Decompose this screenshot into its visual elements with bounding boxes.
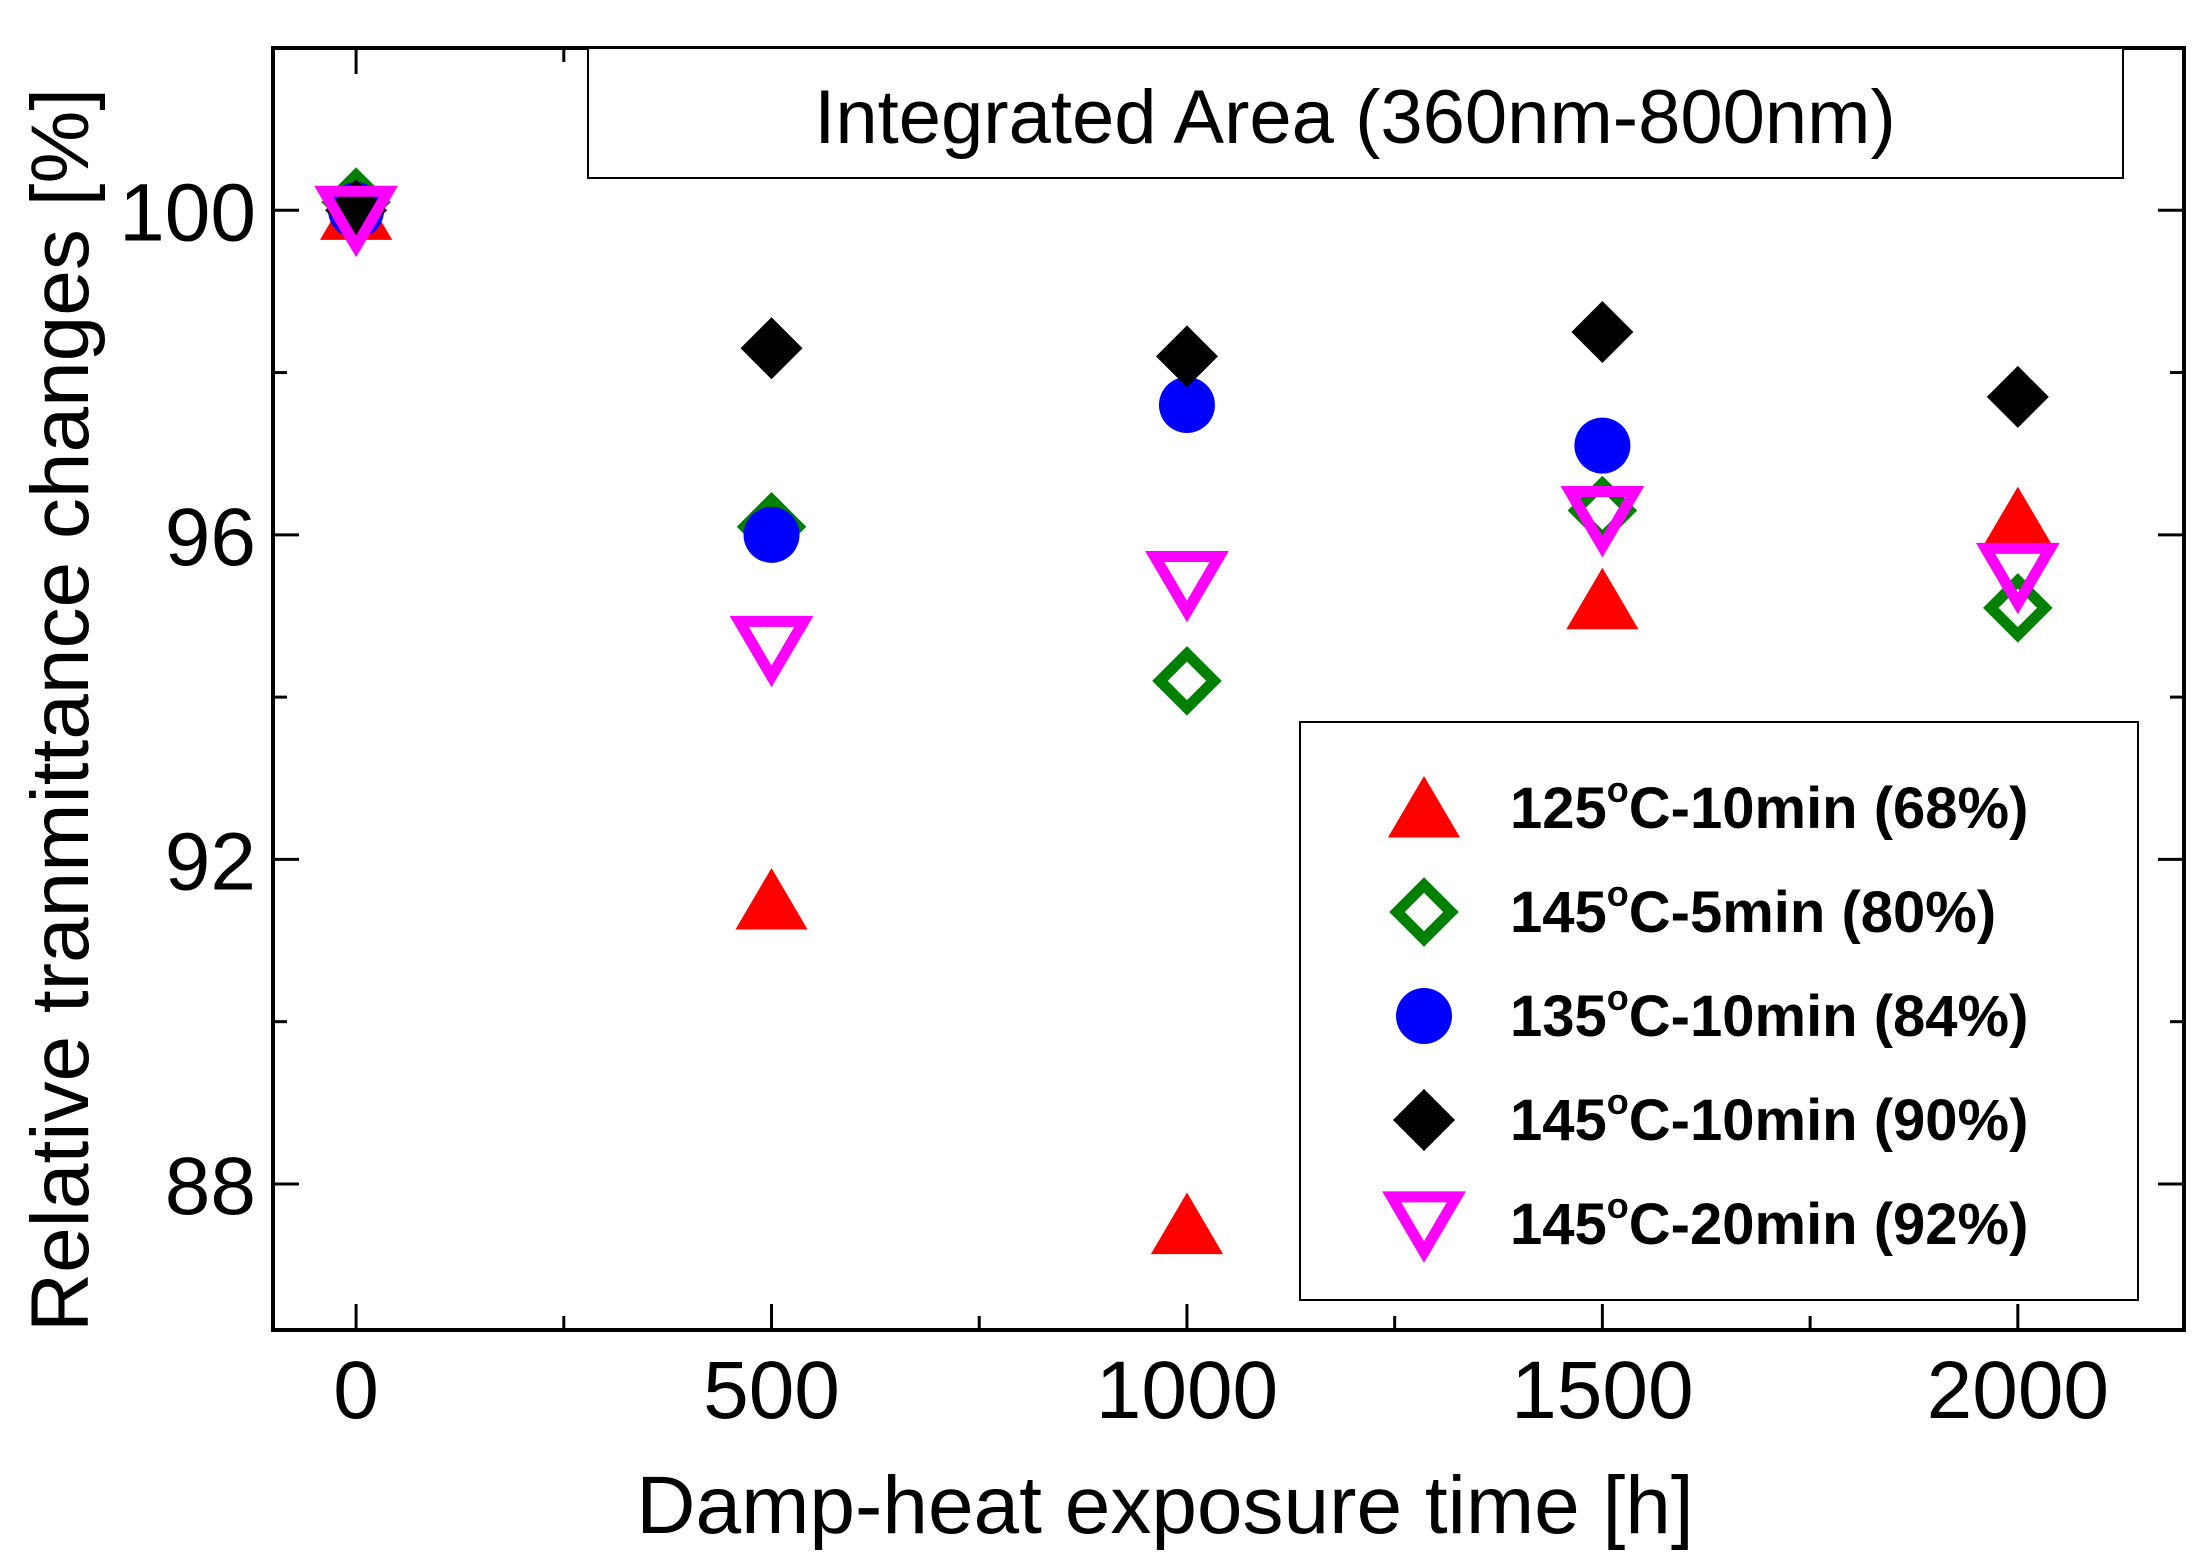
data-point (314, 185, 398, 258)
y-tick-label: 100 (119, 167, 256, 258)
data-point (743, 506, 800, 563)
legend-label: 145oC-5min (80%) (1510, 873, 1996, 945)
data-point (1150, 1192, 1224, 1255)
data-point (1986, 365, 2049, 428)
axis-tick-labels: 0 500 1000 1500 2000 88 92 96 100 (119, 167, 2109, 1436)
chart-title: Integrated Area (360nm-800nm) (814, 75, 1896, 160)
data-point (1145, 550, 1229, 623)
y-tick-label: 92 (165, 816, 256, 907)
legend-label: 125oC-10min (68%) (1510, 769, 2028, 841)
legend-marker (1389, 877, 1459, 947)
legend-marker (1387, 776, 1461, 838)
data-point (1981, 486, 2054, 549)
data-point (1560, 486, 1645, 558)
data-point (1975, 542, 2060, 615)
data-point (740, 317, 803, 380)
legend-marker (1382, 1191, 1466, 1263)
legend-marker (1396, 988, 1452, 1044)
data-point (1158, 377, 1215, 434)
data-point (1155, 325, 1218, 388)
legend-label: 135oC-10min (84%) (1510, 977, 2028, 1049)
legend-label: 145oC-10min (90%) (1510, 1081, 2028, 1153)
data-point (1571, 300, 1634, 363)
x-tick-label: 0 (333, 1345, 379, 1436)
data-point (1152, 646, 1222, 716)
chart-title-box: Integrated Area (360nm-800nm) (587, 47, 2124, 179)
x-tick-label: 1500 (1511, 1345, 1693, 1436)
x-tick-label: 1000 (1096, 1345, 1278, 1436)
y-axis-title: Relative tranmittance changes [%] (15, 88, 106, 1332)
y-tick-label: 88 (165, 1141, 256, 1232)
y-tick-label: 96 (165, 492, 256, 583)
data-point (1574, 417, 1631, 474)
legend-marker (1393, 1089, 1455, 1151)
data-point (1566, 567, 1639, 630)
x-tick-label: 2000 (1927, 1345, 2109, 1436)
data-point (1983, 573, 2053, 643)
data-point (735, 867, 808, 930)
legend-label: 145oC-20min (92%) (1510, 1185, 2028, 1257)
data-point (729, 615, 814, 688)
data-markers (314, 167, 2060, 1255)
legend: 125oC-10min (68%) 145oC-5min (80%) 135oC-1… (1299, 721, 2139, 1301)
x-tick-label: 500 (703, 1345, 840, 1436)
x-axis-title: Damp-heat exposure time [h] (636, 1460, 1693, 1551)
